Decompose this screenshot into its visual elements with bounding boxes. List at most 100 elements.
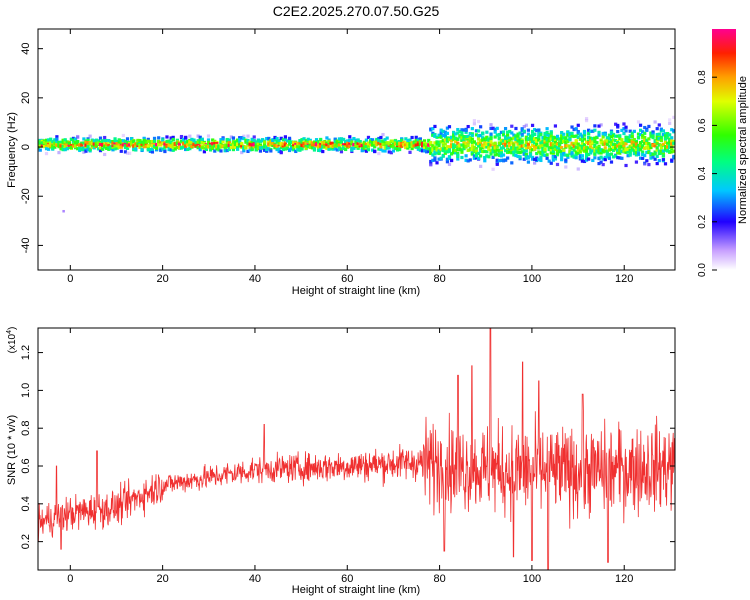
- spectrogram-cell: [132, 147, 136, 151]
- spectrogram-cell: [636, 147, 641, 151]
- spectrogram-cell: [429, 147, 433, 151]
- spectrogram-cell: [611, 155, 616, 159]
- spectrogram-cell: [645, 128, 649, 132]
- spectrogram-cell: [200, 137, 204, 141]
- spectrogram-cell: [632, 143, 636, 147]
- spectrogram-cell: [495, 162, 499, 166]
- spectrogram-cell: [377, 151, 381, 156]
- spectrogram-cell: [215, 147, 219, 151]
- spectrogram-cell: [495, 152, 499, 156]
- spectrogram-cell: [204, 147, 209, 151]
- spectrogram-cell: [265, 145, 269, 149]
- spectrogram-cell: [499, 130, 504, 134]
- snr-y-ticks: 0.20.40.60.81.01.2: [20, 345, 675, 549]
- spectrogram-cell: [468, 158, 472, 162]
- spectrogram-cell: [171, 142, 175, 146]
- spectrogram-cell: [506, 149, 510, 154]
- x-tick-label: 40: [249, 573, 261, 585]
- spectrogram-cell: [90, 139, 94, 143]
- spectrogram-cell: [412, 141, 416, 145]
- spectrogram-cell: [40, 143, 44, 147]
- spectrogram-cell: [321, 145, 325, 149]
- spectrogram-cell: [433, 156, 437, 160]
- spectrogram-cell: [483, 156, 487, 160]
- spectrogram-cell: [379, 142, 383, 147]
- spectrogram-cell: [659, 151, 663, 155]
- spectrogram-cell: [443, 151, 447, 155]
- spectrogram-cell: [564, 144, 568, 148]
- spectrogram-cell: [308, 145, 312, 149]
- spectrogram-cell: [582, 131, 587, 135]
- spectrogram-cell: [516, 154, 520, 159]
- spectrogram-cell: [514, 140, 518, 144]
- spectrogram-cell: [427, 138, 431, 143]
- spectrogram-cell: [562, 136, 566, 140]
- spectrogram-cell: [555, 149, 560, 153]
- spectrogram-cell: [354, 140, 358, 144]
- spectrogram-cell: [481, 131, 485, 135]
- spectrogram-cell: [300, 141, 304, 145]
- spectrogram-cell: [111, 148, 115, 152]
- spectrogram-cell: [653, 157, 657, 161]
- spectrogram-cell: [447, 156, 452, 160]
- spectrogram-cell: [348, 144, 352, 149]
- spectrogram-cell: [506, 140, 510, 144]
- spectrogram-cell: [501, 139, 506, 143]
- spectrogram-cell: [589, 142, 593, 146]
- spectrogram-cell: [238, 140, 242, 144]
- spectrogram-cell: [464, 154, 468, 158]
- spectrogram-cell: [566, 144, 570, 148]
- spectrogram-cell: [188, 147, 192, 151]
- spectrogram-cell: [148, 147, 152, 152]
- spectrogram-cell: [470, 132, 474, 136]
- spectrogram-cell: [456, 153, 460, 157]
- spectrogram-cell: [196, 142, 200, 146]
- spectrogram-cell: [491, 149, 495, 154]
- spectrogram-cell: [476, 151, 481, 156]
- spectrogram-cell: [522, 129, 526, 133]
- spectrogram-cell: [211, 138, 215, 142]
- spectrogram-cell: [638, 132, 643, 137]
- spectrogram-cell: [441, 154, 445, 158]
- spectrogram-cell: [668, 133, 672, 137]
- spectrogram-cell: [103, 152, 107, 157]
- spectrogram-cell: [641, 135, 645, 139]
- spectrogram-cell: [476, 144, 481, 148]
- spectrogram-cell: [603, 142, 607, 146]
- spectrogram-cell: [647, 150, 651, 155]
- spectrogram-cell: [533, 161, 537, 165]
- spectrogram-cell: [530, 148, 535, 152]
- spectrogram-cell: [632, 140, 636, 144]
- spectrogram-cell: [607, 140, 612, 144]
- spectrogram-cell: [321, 149, 325, 154]
- spectrogram-cell: [192, 142, 196, 146]
- spectrogram-cell: [431, 144, 435, 148]
- spectrogram-cell: [601, 157, 605, 161]
- spectrogram-cell: [545, 130, 549, 135]
- spectrogram-cell: [142, 140, 146, 144]
- spectrogram-cell: [611, 134, 616, 138]
- spectrogram-cell: [327, 144, 331, 149]
- spectrogram-cell: [537, 128, 541, 132]
- spectrogram-cell: [657, 132, 661, 136]
- spectrogram-cell: [163, 145, 167, 149]
- spectrogram-cell: [663, 132, 668, 136]
- spectrogram-cell: [506, 156, 510, 160]
- spectrogram-cell: [250, 146, 254, 150]
- spectrogram-cell: [464, 130, 468, 134]
- spectrogram-cell: [167, 139, 171, 143]
- spectrogram-cell: [398, 140, 402, 144]
- spectrogram-cell: [294, 141, 298, 145]
- spectrogram-cell: [545, 156, 549, 160]
- spectrogram-cell: [350, 140, 354, 144]
- spectrogram-cell: [636, 135, 641, 140]
- spectrogram-cell: [549, 161, 553, 165]
- spectrogram-cell: [597, 149, 601, 153]
- spectrogram-cell: [489, 140, 493, 144]
- spectrogram-cell: [337, 139, 341, 143]
- spectrogram-cell: [537, 131, 541, 135]
- spectrogram-cell: [458, 134, 462, 138]
- spectrogram-cell: [472, 119, 477, 123]
- spectrogram-cell: [38, 141, 42, 146]
- spectrogram-cell: [485, 138, 489, 142]
